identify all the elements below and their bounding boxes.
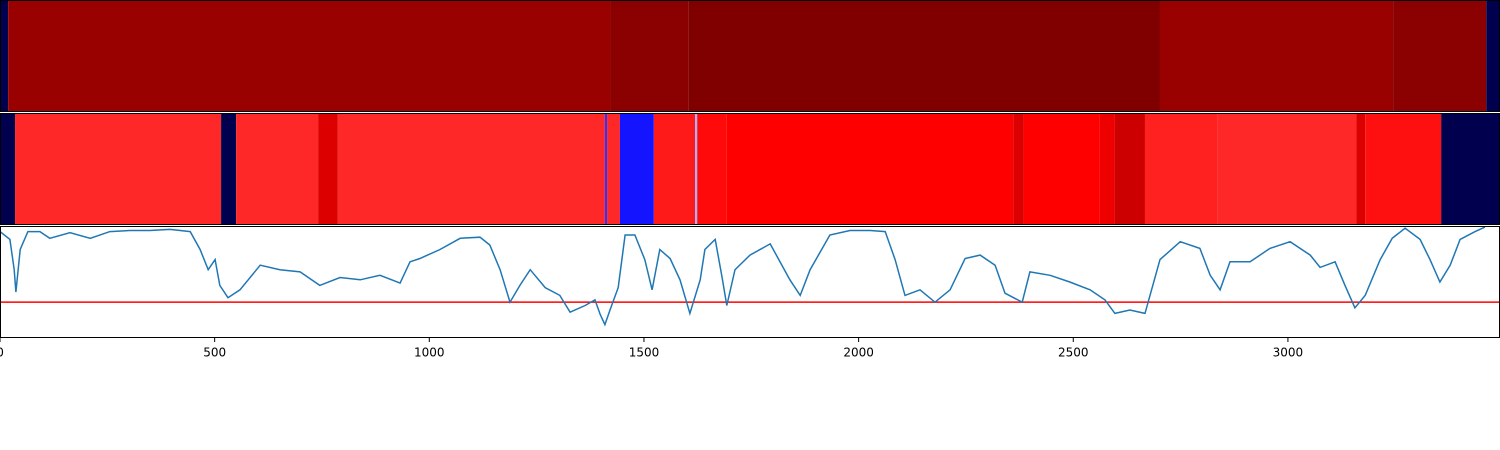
segment [0,113,16,225]
data-line [0,226,1486,327]
segment [15,113,222,225]
plot-background [0,226,1500,338]
segment [0,0,9,112]
segment [1217,113,1357,225]
segment [337,113,605,225]
segment [1441,113,1500,225]
x-tick-label: 500 [203,346,226,360]
segment [221,113,237,225]
segment [1023,113,1100,225]
x-tick-label: 2500 [1058,346,1089,360]
segment [1486,0,1500,112]
segment [653,113,696,225]
segment [695,113,698,225]
segment [1013,113,1024,225]
segment [607,113,620,225]
x-tick-label: 2000 [843,346,874,360]
segment [1356,113,1366,225]
segment [1159,0,1394,112]
x-tick-label: 1500 [629,346,660,360]
segment [610,0,689,112]
segment [604,113,608,225]
x-tick-label: 3000 [1273,346,1304,360]
x-tick-label: 0 [0,346,4,360]
segment [1393,0,1487,112]
segment [1144,113,1218,225]
segment [726,113,1014,225]
segment [1099,113,1115,225]
segment [697,113,727,225]
segment [318,113,338,225]
segment [1365,113,1442,225]
segment [236,113,319,225]
segment [688,0,1160,112]
segment [8,0,611,112]
x-tick-label: 1000 [414,346,445,360]
segment [1114,113,1145,225]
segment [619,113,654,225]
